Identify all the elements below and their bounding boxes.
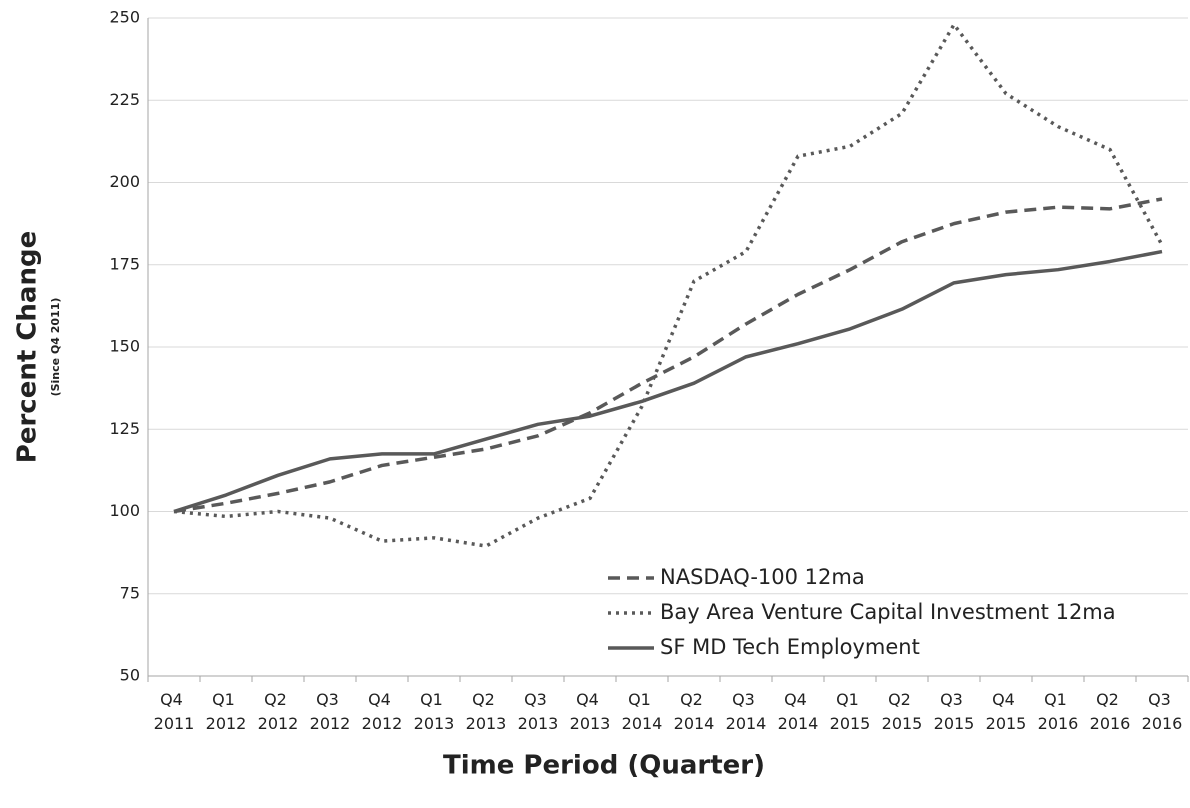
x-tick-label: Q1 2012	[206, 690, 247, 733]
x-tick-line: Q2	[264, 690, 292, 709]
series-line	[173, 249, 1163, 514]
y-axis-note: (Since Q4 2011)	[49, 298, 62, 397]
x-tick-label: Q3 2013	[518, 690, 559, 733]
x-tick-label: Q2 2016	[1090, 690, 1131, 733]
x-tick-line: 2013	[414, 714, 455, 733]
legend-label: SF MD Tech Employment	[660, 635, 920, 659]
x-tick-line: 2016	[1038, 714, 1079, 733]
x-tick-line: Q3	[1148, 690, 1176, 709]
x-tick-label: Q2 2014	[674, 690, 715, 733]
x-tick-line: 2015	[882, 714, 923, 733]
x-axis-title: Time Period (Quarter)	[443, 751, 765, 781]
x-tick-line: 2014	[778, 714, 819, 733]
x-tick-label: Q3 2014	[726, 690, 767, 733]
y-tick-label: 50	[120, 666, 140, 685]
x-tick-line: Q2	[472, 690, 500, 709]
x-tick-label: Q4 2012	[362, 690, 403, 733]
x-tick-label: Q3 2016	[1142, 690, 1183, 733]
x-tick-line: Q4	[160, 690, 188, 709]
y-tick-label: 150	[109, 337, 140, 356]
x-tick-line: Q4	[576, 690, 604, 709]
x-tick-line: Q3	[316, 690, 344, 709]
x-tick-label: Q3 2015	[934, 690, 975, 733]
x-tick-label: Q2 2013	[466, 690, 507, 733]
x-tick-line: 2011	[154, 714, 195, 733]
x-tick-line: 2016	[1090, 714, 1131, 733]
x-tick-label: Q1 2016	[1038, 690, 1079, 733]
x-tick-line: Q1	[628, 690, 656, 709]
x-tick-line: Q3	[940, 690, 968, 709]
y-tick-label: 250	[109, 8, 140, 27]
x-tick-line: 2014	[726, 714, 767, 733]
legend-label: Bay Area Venture Capital Investment 12ma	[660, 600, 1116, 624]
x-tick-label: Q2 2015	[882, 690, 923, 733]
x-tick-line: Q1	[420, 690, 448, 709]
x-tick-line: 2012	[258, 714, 299, 733]
x-tick-line: Q2	[680, 690, 708, 709]
y-tick-label: 125	[109, 419, 140, 438]
x-tick-label: Q4 2011	[154, 690, 195, 733]
x-tick-line: 2013	[466, 714, 507, 733]
x-tick-line: Q2	[1096, 690, 1124, 709]
y-tick-label: 225	[109, 90, 140, 109]
x-tick-line: 2014	[622, 714, 663, 733]
x-tick-line: Q3	[732, 690, 760, 709]
x-tick-line: Q2	[888, 690, 916, 709]
x-tick-label: Q1 2014	[622, 690, 663, 733]
x-tick-line: 2016	[1142, 714, 1183, 733]
x-tick-line: 2012	[310, 714, 351, 733]
series-line	[173, 197, 1163, 514]
x-tick-line: Q4	[368, 690, 396, 709]
x-tick-line: Q4	[992, 690, 1020, 709]
x-tick-line: 2012	[362, 714, 403, 733]
x-tick-line: 2015	[934, 714, 975, 733]
y-tick-label: 175	[109, 254, 140, 273]
y-tick-label: 200	[109, 172, 140, 191]
legend-label: NASDAQ-100 12ma	[660, 565, 865, 589]
x-tick-line: 2015	[830, 714, 871, 733]
x-tick-label: Q2 2012	[258, 690, 299, 733]
x-tick-label: Q3 2012	[310, 690, 351, 733]
x-tick-line: 2013	[570, 714, 611, 733]
x-tick-label: Q1 2015	[830, 690, 871, 733]
x-tick-label: Q1 2013	[414, 690, 455, 733]
x-tick-line: Q1	[1044, 690, 1072, 709]
x-tick-label: Q4 2013	[570, 690, 611, 733]
x-tick-line: 2012	[206, 714, 247, 733]
x-tick-line: Q3	[524, 690, 552, 709]
y-tick-label: 75	[120, 583, 140, 602]
x-tick-line: Q4	[784, 690, 812, 709]
y-tick-label: 100	[109, 501, 140, 520]
x-tick-line: 2015	[986, 714, 1027, 733]
x-tick-line: Q1	[836, 690, 864, 709]
x-tick-line: 2014	[674, 714, 715, 733]
y-axis-title: Percent Change	[13, 231, 43, 463]
x-tick-line: Q1	[212, 690, 240, 709]
series-line	[173, 22, 1164, 548]
x-tick-label: Q4 2015	[986, 690, 1027, 733]
x-tick-line: 2013	[518, 714, 559, 733]
x-tick-label: Q4 2014	[778, 690, 819, 733]
